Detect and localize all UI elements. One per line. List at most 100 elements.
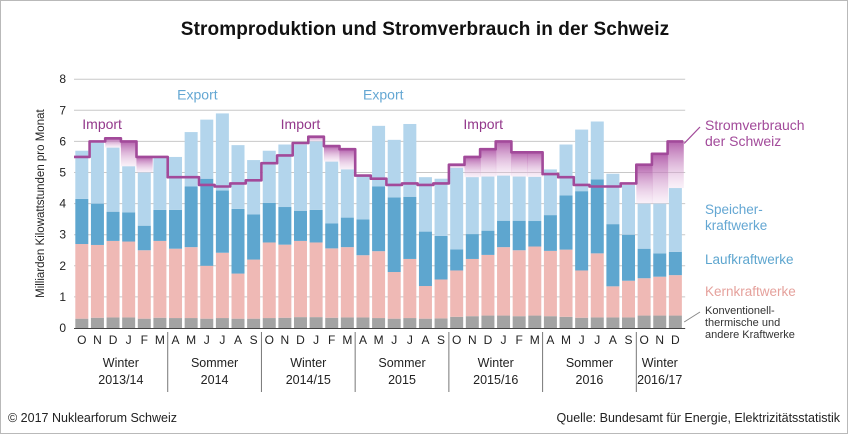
bar-kern — [231, 273, 245, 319]
x-tick-label: N — [93, 333, 102, 347]
bar-kern — [122, 241, 136, 318]
bar-lauf — [200, 178, 214, 266]
legend-konventionell: thermische und — [705, 317, 780, 329]
bar-konventionell — [106, 317, 120, 328]
bar-kern — [325, 248, 339, 318]
x-tick-label: S — [250, 333, 258, 347]
bar-lauf — [262, 202, 276, 243]
x-tick-label: F — [141, 333, 148, 347]
bar-konventionell — [606, 317, 620, 328]
bar-stack — [75, 113, 682, 328]
period-year-label: 2015/16 — [473, 373, 518, 387]
bar-speicher — [325, 161, 339, 224]
bar-lauf — [418, 231, 432, 287]
y-tick-label: 8 — [59, 72, 66, 86]
x-tick-label: A — [546, 333, 554, 347]
bar-kern — [278, 244, 292, 318]
bar-konventionell — [465, 316, 479, 328]
export-annotation: Export — [177, 86, 218, 102]
bar-kern — [543, 250, 557, 317]
bar-konventionell — [169, 318, 183, 328]
import-area — [651, 153, 669, 204]
bar-konventionell — [497, 315, 511, 328]
bar-speicher — [575, 129, 589, 192]
bar-speicher — [434, 178, 448, 236]
x-tick-label: S — [437, 333, 445, 347]
bar-lauf — [387, 197, 401, 273]
bar-kern — [153, 240, 167, 318]
bar-konventionell — [372, 318, 386, 328]
x-tick-label: J — [126, 333, 132, 347]
bar-kern — [309, 242, 323, 318]
x-tick-label: A — [421, 333, 429, 347]
bar-lauf — [153, 209, 167, 241]
bar-kern — [559, 249, 573, 317]
bar-lauf — [668, 251, 682, 276]
period-label: Sommer — [191, 356, 238, 370]
bar-lauf — [606, 224, 620, 287]
bar-kern — [75, 244, 89, 319]
period-label: Winter — [103, 356, 139, 370]
bar-konventionell — [590, 317, 604, 328]
bar-speicher — [309, 141, 323, 210]
x-tick-label: O — [452, 333, 461, 347]
legend-verbrauch: der Schweiz — [705, 133, 781, 149]
bar-speicher — [122, 166, 136, 213]
bar-kern — [668, 275, 682, 316]
bar-kern — [387, 272, 401, 319]
import-area — [120, 141, 138, 167]
bar-konventionell — [231, 318, 245, 328]
period-year-label: 2016 — [576, 373, 604, 387]
bar-lauf — [75, 198, 89, 245]
bar-speicher — [637, 203, 651, 249]
x-tick-label: J — [594, 333, 600, 347]
bar-kern — [372, 251, 386, 319]
import-area — [464, 156, 481, 178]
bar-konventionell — [543, 316, 557, 328]
bar-speicher — [184, 132, 198, 187]
bar-konventionell — [278, 317, 292, 328]
bar-lauf — [590, 179, 604, 254]
legend-verbrauch: Stromverbrauch — [705, 117, 805, 133]
x-tick-label: M — [186, 333, 196, 347]
bar-kern — [356, 255, 370, 318]
bar-lauf — [293, 210, 307, 241]
bar-speicher — [668, 188, 682, 252]
x-tick-label: D — [484, 333, 493, 347]
bar-kern — [481, 254, 495, 316]
bar-lauf — [637, 248, 651, 279]
legend-speicher: kraftwerke — [705, 218, 767, 233]
bar-kern — [512, 250, 526, 317]
import-annotation: Import — [463, 116, 503, 132]
period-label: Winter — [290, 356, 326, 370]
x-tick-label: F — [515, 333, 522, 347]
x-tick-label: F — [328, 333, 335, 347]
x-tick-label: D — [296, 333, 305, 347]
bar-lauf — [184, 186, 198, 248]
bar-konventionell — [153, 317, 167, 328]
bar-speicher — [653, 203, 667, 254]
bar-speicher — [262, 150, 276, 203]
x-tick-label: A — [359, 333, 367, 347]
bar-konventionell — [293, 317, 307, 328]
bar-lauf — [575, 191, 589, 271]
bar-speicher — [169, 156, 183, 210]
bar-speicher — [622, 184, 636, 235]
bar-konventionell — [340, 317, 354, 328]
import-area — [308, 136, 325, 142]
bar-konventionell — [481, 315, 495, 328]
x-tick-label: N — [281, 333, 290, 347]
x-tick-label: O — [265, 333, 274, 347]
bar-konventionell — [512, 316, 526, 328]
bar-speicher — [247, 160, 261, 215]
bar-speicher — [106, 147, 120, 212]
bar-konventionell — [418, 318, 432, 328]
bar-lauf — [528, 221, 542, 247]
bar-kern — [106, 240, 120, 318]
period-year-label: 2013/14 — [98, 373, 143, 387]
bar-kern — [293, 240, 307, 318]
legend-connector — [683, 311, 701, 323]
bar-lauf — [543, 215, 557, 251]
